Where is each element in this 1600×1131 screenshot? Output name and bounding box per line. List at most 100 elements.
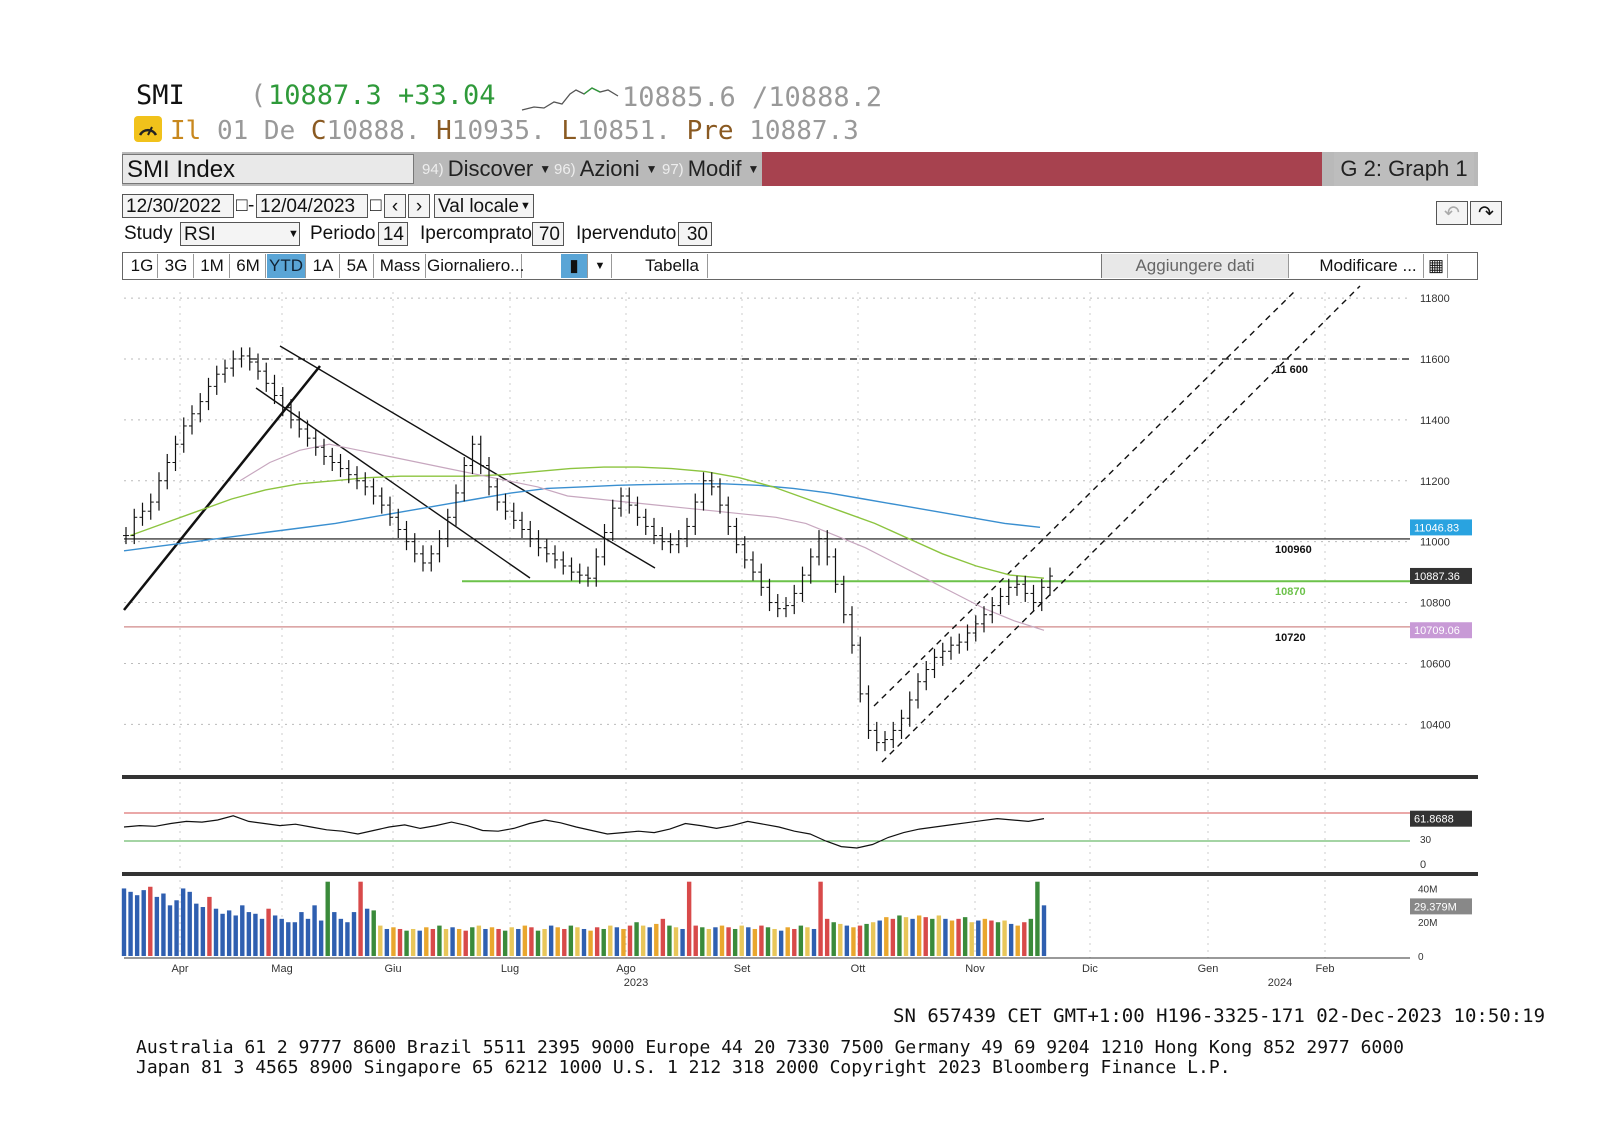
volume-tick-label: 0 bbox=[1418, 952, 1424, 963]
graph-label[interactable]: G 2: Graph 1 bbox=[1334, 152, 1474, 186]
volume-bar bbox=[1022, 922, 1027, 956]
volume-bar bbox=[312, 905, 317, 956]
discover-menu[interactable]: 94) Discover ▼ bbox=[422, 152, 551, 186]
volume-bar bbox=[424, 927, 429, 956]
volume-bar bbox=[318, 920, 324, 956]
calendar-icon[interactable]: □ bbox=[370, 195, 382, 216]
undo-icon[interactable]: ↶ bbox=[1436, 201, 1468, 225]
volume-bar bbox=[279, 918, 284, 956]
volume-bar bbox=[851, 927, 856, 956]
volume-bar bbox=[417, 930, 422, 956]
price-bars bbox=[123, 347, 1053, 752]
volume-bar bbox=[778, 930, 784, 956]
ticker-symbol: SMI bbox=[136, 80, 185, 111]
volume-bar bbox=[923, 917, 928, 956]
volume-bar bbox=[384, 928, 390, 956]
value-badge bbox=[1410, 519, 1472, 536]
tab-1m[interactable]: 1M bbox=[195, 254, 230, 278]
volume-tick-label: 20M bbox=[1418, 918, 1437, 929]
modif-menu[interactable]: 97) Modif ▼ bbox=[662, 152, 759, 186]
date-to-field[interactable]: 12/04/2023 bbox=[256, 194, 368, 218]
gauge-icon[interactable] bbox=[134, 116, 162, 142]
level-label: 100960 bbox=[1275, 544, 1312, 556]
security-field[interactable]: SMI Index bbox=[122, 154, 414, 184]
volume-badge-text: 29.379M bbox=[1414, 901, 1457, 913]
volume-bar bbox=[443, 928, 449, 956]
ipercomprato-field[interactable]: 70 bbox=[532, 222, 564, 246]
volume-bar bbox=[877, 920, 882, 956]
modificare-button[interactable]: Modificare ... bbox=[1313, 254, 1424, 278]
settings-icon[interactable]: ▦ bbox=[1425, 254, 1448, 278]
price-tick-label: 10800 bbox=[1420, 598, 1451, 610]
volume-bar bbox=[266, 908, 271, 956]
tab-mass[interactable]: Mass bbox=[375, 254, 426, 278]
alert-bar bbox=[762, 152, 1322, 186]
year-label: 2024 bbox=[1268, 977, 1292, 989]
high-value: 10935. bbox=[451, 116, 546, 146]
volume-bar bbox=[542, 928, 547, 956]
volume-bar bbox=[338, 918, 344, 956]
volume-bar bbox=[121, 888, 127, 956]
moving-averages bbox=[123, 443, 1045, 631]
ipervenduto-field[interactable]: 30 bbox=[678, 222, 712, 246]
azioni-menu[interactable]: 96) Azioni ▼ bbox=[554, 152, 658, 186]
currency-select[interactable]: Val locale bbox=[434, 194, 534, 218]
volume-bar bbox=[910, 918, 915, 956]
tab-ytd[interactable]: YTD bbox=[267, 254, 306, 278]
date-from-field[interactable]: 12/30/2022 bbox=[122, 194, 234, 218]
last-price: 10887.3 bbox=[268, 80, 382, 111]
x-tick-label: Apr bbox=[171, 963, 188, 975]
volume-bar bbox=[305, 918, 311, 956]
ma-pink-line bbox=[239, 443, 1045, 631]
rsi-line bbox=[123, 815, 1045, 849]
calendar-icon[interactable]: □ bbox=[236, 195, 248, 216]
tab-6m[interactable]: 6M bbox=[231, 254, 266, 278]
close-label: C bbox=[310, 116, 327, 146]
tab-tabella[interactable]: Tabella bbox=[637, 254, 708, 278]
prev-arrow-icon[interactable]: ‹ bbox=[384, 194, 406, 218]
volume-bar bbox=[864, 923, 869, 956]
volume-bar bbox=[430, 928, 436, 956]
volume-bar bbox=[240, 905, 245, 956]
tab-3g[interactable]: 3G bbox=[159, 254, 194, 278]
il-label: Il bbox=[170, 116, 202, 146]
value-badges: 11046.83 10887.36 10709.06 bbox=[1410, 519, 1472, 639]
volume-bar bbox=[180, 888, 186, 956]
volume-bar bbox=[496, 928, 501, 956]
study-label: Study bbox=[124, 223, 173, 244]
volume-bar bbox=[299, 912, 304, 956]
tab-1a[interactable]: 1A bbox=[307, 254, 340, 278]
x-tick-label: Dic bbox=[1082, 963, 1098, 975]
ipercomprato-label: Ipercomprato bbox=[420, 223, 532, 244]
price-tick-label: 10400 bbox=[1420, 719, 1451, 731]
add-data-field[interactable]: Aggiungere dati bbox=[1101, 254, 1289, 278]
chevron-down-icon[interactable]: ▼ bbox=[589, 254, 612, 278]
frequency-select[interactable]: Giornaliero... bbox=[427, 254, 524, 278]
price-tick-label: 11000 bbox=[1420, 537, 1450, 549]
study-select[interactable]: RSI bbox=[180, 222, 300, 246]
volume-bar bbox=[647, 927, 652, 956]
redo-icon[interactable]: ↷ bbox=[1470, 201, 1502, 225]
tab-1g[interactable]: 1G bbox=[127, 254, 158, 278]
volume-bar bbox=[982, 918, 988, 956]
volume-bar bbox=[410, 928, 416, 956]
volume-bar bbox=[134, 895, 140, 956]
level-lines: 11 600 100960 10870 10720 bbox=[124, 358, 1410, 644]
volume-bar bbox=[568, 925, 574, 956]
ma-green-line bbox=[129, 466, 1045, 579]
volume-bar bbox=[548, 925, 554, 956]
ohlc-line: Il 01 De C10888. H10935. L10851. Pre 108… bbox=[134, 116, 859, 146]
volume-bar bbox=[614, 927, 620, 956]
tab-5a[interactable]: 5A bbox=[341, 254, 374, 278]
terminal-info: SN 657439 CET GMT+1:00 H196-3325-171 02-… bbox=[893, 1005, 1546, 1027]
volume-bar bbox=[897, 915, 902, 956]
volume-bar bbox=[969, 922, 974, 956]
volume-bar bbox=[673, 927, 679, 956]
next-arrow-icon[interactable]: › bbox=[408, 194, 430, 218]
close-value: 10888. bbox=[326, 116, 421, 146]
bar-chart-icon[interactable]: ▮ bbox=[561, 254, 588, 278]
x-tick-label: Set bbox=[734, 963, 751, 975]
volume-bar bbox=[450, 927, 455, 956]
periodo-field[interactable]: 14 bbox=[378, 222, 408, 246]
